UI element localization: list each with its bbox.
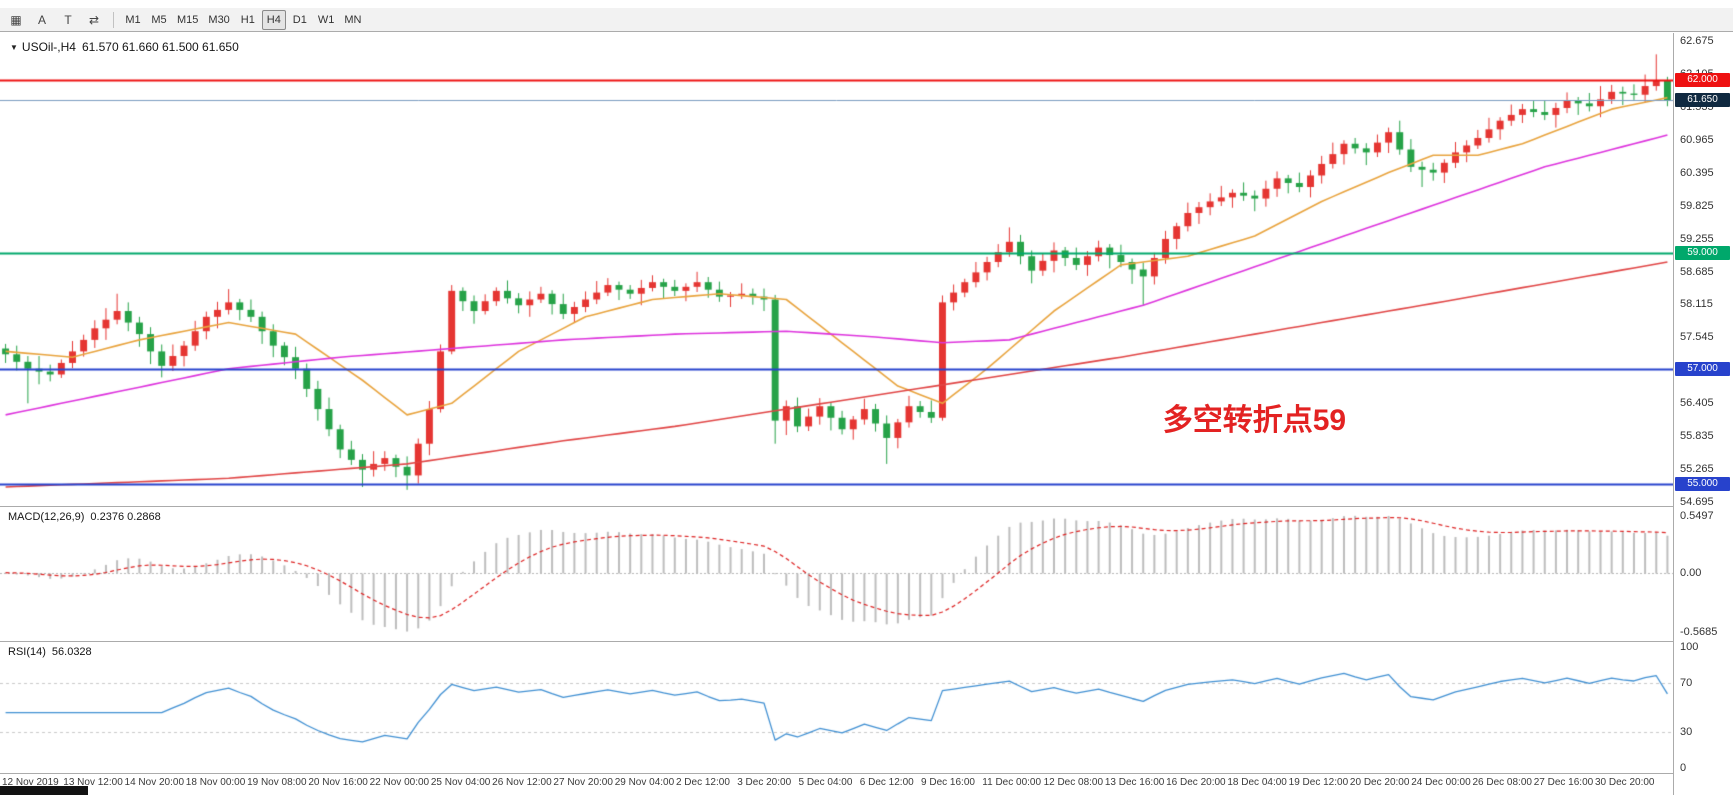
timeframe-mn-button[interactable]: MN: [340, 10, 365, 30]
timeframe-w1-button[interactable]: W1: [314, 10, 339, 30]
chart-title: ▼ USOil-,H4 61.570 61.660 61.500 61.650: [10, 40, 239, 54]
macd-indicator-name: MACD(12,26,9): [8, 511, 85, 523]
price-chart-canvas[interactable]: [0, 33, 1673, 506]
timeframe-m1-button[interactable]: M1: [121, 10, 145, 30]
price-axis: 62.67562.10561.53560.96560.39559.82559.2…: [1674, 33, 1733, 795]
panel-separator[interactable]: [0, 641, 1733, 642]
price-level-chip: 59.000: [1675, 246, 1730, 261]
time-axis-label: 25 Nov 04:00: [430, 777, 491, 788]
time-axis-label: 2 Dec 12:00: [675, 777, 730, 788]
timeframe-h1-button[interactable]: H1: [236, 10, 260, 30]
time-axis-label: 20 Dec 20:00: [1349, 777, 1410, 788]
price-axis-label: 56.405: [1680, 397, 1714, 410]
switch-icon: ⇄: [88, 12, 100, 27]
time-axis-label: 9 Dec 16:00: [921, 777, 975, 788]
current-price-chip: 61.650: [1675, 93, 1730, 108]
taskbar-fragment: [0, 786, 88, 795]
panel-separator[interactable]: [0, 506, 1733, 507]
time-axis-label: 18 Dec 04:00: [1227, 777, 1287, 788]
price-axis-label: 59.255: [1680, 232, 1714, 245]
time-axis-label: 16 Dec 20:00: [1166, 777, 1226, 788]
price-axis-label: 55.835: [1680, 429, 1714, 442]
text-label-button[interactable]: T: [56, 10, 80, 30]
price-level-chip: 62.000: [1675, 73, 1730, 88]
macd-axis-label: -0.5685: [1680, 625, 1718, 638]
time-axis-label: 18 Nov 00:00: [185, 777, 246, 788]
time-axis-label: 5 Dec 04:00: [798, 777, 853, 788]
time-axis-label: 27 Nov 20:00: [553, 777, 613, 788]
rsi-axis-label: 30: [1680, 725, 1693, 738]
time-axis-label: 13 Nov 12:00: [63, 777, 123, 788]
timeframe-m15-button[interactable]: M15: [173, 10, 202, 30]
rsi-indicator-name: RSI(14): [8, 646, 46, 658]
time-axis-label: 29 Nov 04:00: [614, 777, 675, 788]
time-axis-label: 22 Nov 00:00: [369, 777, 430, 788]
rsi-indicator-value: 56.0328: [51, 646, 92, 658]
chart-symbol-label: USOil-,H4: [21, 40, 76, 54]
timeframe-h4-button[interactable]: H4: [261, 9, 286, 30]
macd-indicator-canvas[interactable]: [0, 507, 1673, 641]
time-axis-label: 30 Dec 20:00: [1595, 777, 1655, 788]
price-level-chip: 57.000: [1675, 361, 1730, 376]
time-axis-label: 14 Nov 20:00: [124, 777, 185, 788]
price-axis-label: 60.395: [1680, 166, 1714, 179]
annotate-button[interactable]: A: [30, 10, 54, 30]
time-axis-label: 26 Nov 12:00: [492, 777, 552, 788]
price-axis-label: 58.115: [1680, 298, 1713, 311]
price-axis-label: 55.265: [1680, 462, 1714, 475]
chart-ohlc-values: 61.570 61.660 61.500 61.650: [81, 40, 239, 54]
toolbar: ▦ A T ⇄ M1 M5 M15 M30 H1 H4 D1 W1 MN: [0, 8, 1733, 32]
price-axis-label: 57.545: [1680, 331, 1714, 344]
macd-indicator-values: 0.2376 0.2868: [90, 511, 161, 523]
grid-icon[interactable]: ▦: [4, 10, 28, 30]
time-axis-label: 3 Dec 20:00: [737, 777, 792, 788]
time-axis-label: 13 Dec 16:00: [1104, 777, 1165, 788]
timeframe-d1-button[interactable]: D1: [288, 10, 312, 30]
time-axis-label: 27 Dec 16:00: [1533, 777, 1594, 788]
rsi-title: RSI(14) 56.0328: [8, 646, 92, 658]
time-axis-label: 26 Dec 08:00: [1472, 777, 1532, 788]
macd-title: MACD(12,26,9) 0.2376 0.2868: [8, 511, 161, 523]
annotate-icon: A: [37, 12, 46, 27]
switch-button[interactable]: ⇄: [82, 10, 106, 30]
price-axis-label: 54.695: [1680, 495, 1714, 508]
price-axis-label: 62.675: [1680, 35, 1714, 48]
chart-annotation: 多空转折点59: [1162, 403, 1347, 437]
time-axis-label: 11 Dec 00:00: [982, 777, 1042, 788]
time-axis-label: 19 Nov 08:00: [247, 777, 307, 788]
rsi-axis-label: 0: [1680, 762, 1687, 775]
macd-axis-label: 0.00: [1680, 566, 1702, 579]
timeframe-m30-button[interactable]: M30: [204, 10, 233, 30]
price-axis-label: 58.685: [1680, 265, 1714, 278]
timeframe-m5-button[interactable]: M5: [147, 10, 171, 30]
macd-axis-label: 0.5497: [1680, 509, 1714, 522]
price-axis-border: [1673, 33, 1674, 795]
time-axis: 12 Nov 2019 13 Nov 12:00 14 Nov 20:00 18 No…: [0, 774, 1673, 795]
time-axis-label: 20 Nov 16:00: [308, 777, 368, 788]
rsi-indicator-canvas[interactable]: [0, 642, 1673, 773]
toolbar-separator: [113, 11, 114, 28]
time-axis-label: 24 Dec 00:00: [1411, 777, 1471, 788]
panel-separator: [0, 773, 1733, 774]
price-axis-label: 59.825: [1680, 199, 1714, 212]
window-top-strip: [0, 0, 1733, 8]
time-axis-label: 6 Dec 12:00: [859, 777, 914, 788]
grid-icon-glyph: ▦: [10, 12, 22, 27]
time-axis-label: 19 Dec 12:00: [1288, 777, 1349, 788]
chart-menu-icon[interactable]: ▼: [10, 43, 18, 53]
price-level-chip: 55.000: [1675, 477, 1730, 492]
rsi-axis-label: 100: [1680, 640, 1699, 653]
rsi-axis-label: 70: [1680, 677, 1693, 690]
time-axis-label: 12 Dec 08:00: [1043, 777, 1104, 788]
text-label-icon: T: [64, 12, 72, 27]
price-axis-label: 60.965: [1680, 134, 1714, 146]
time-axis-label: 12 Nov 2019: [2, 777, 59, 788]
